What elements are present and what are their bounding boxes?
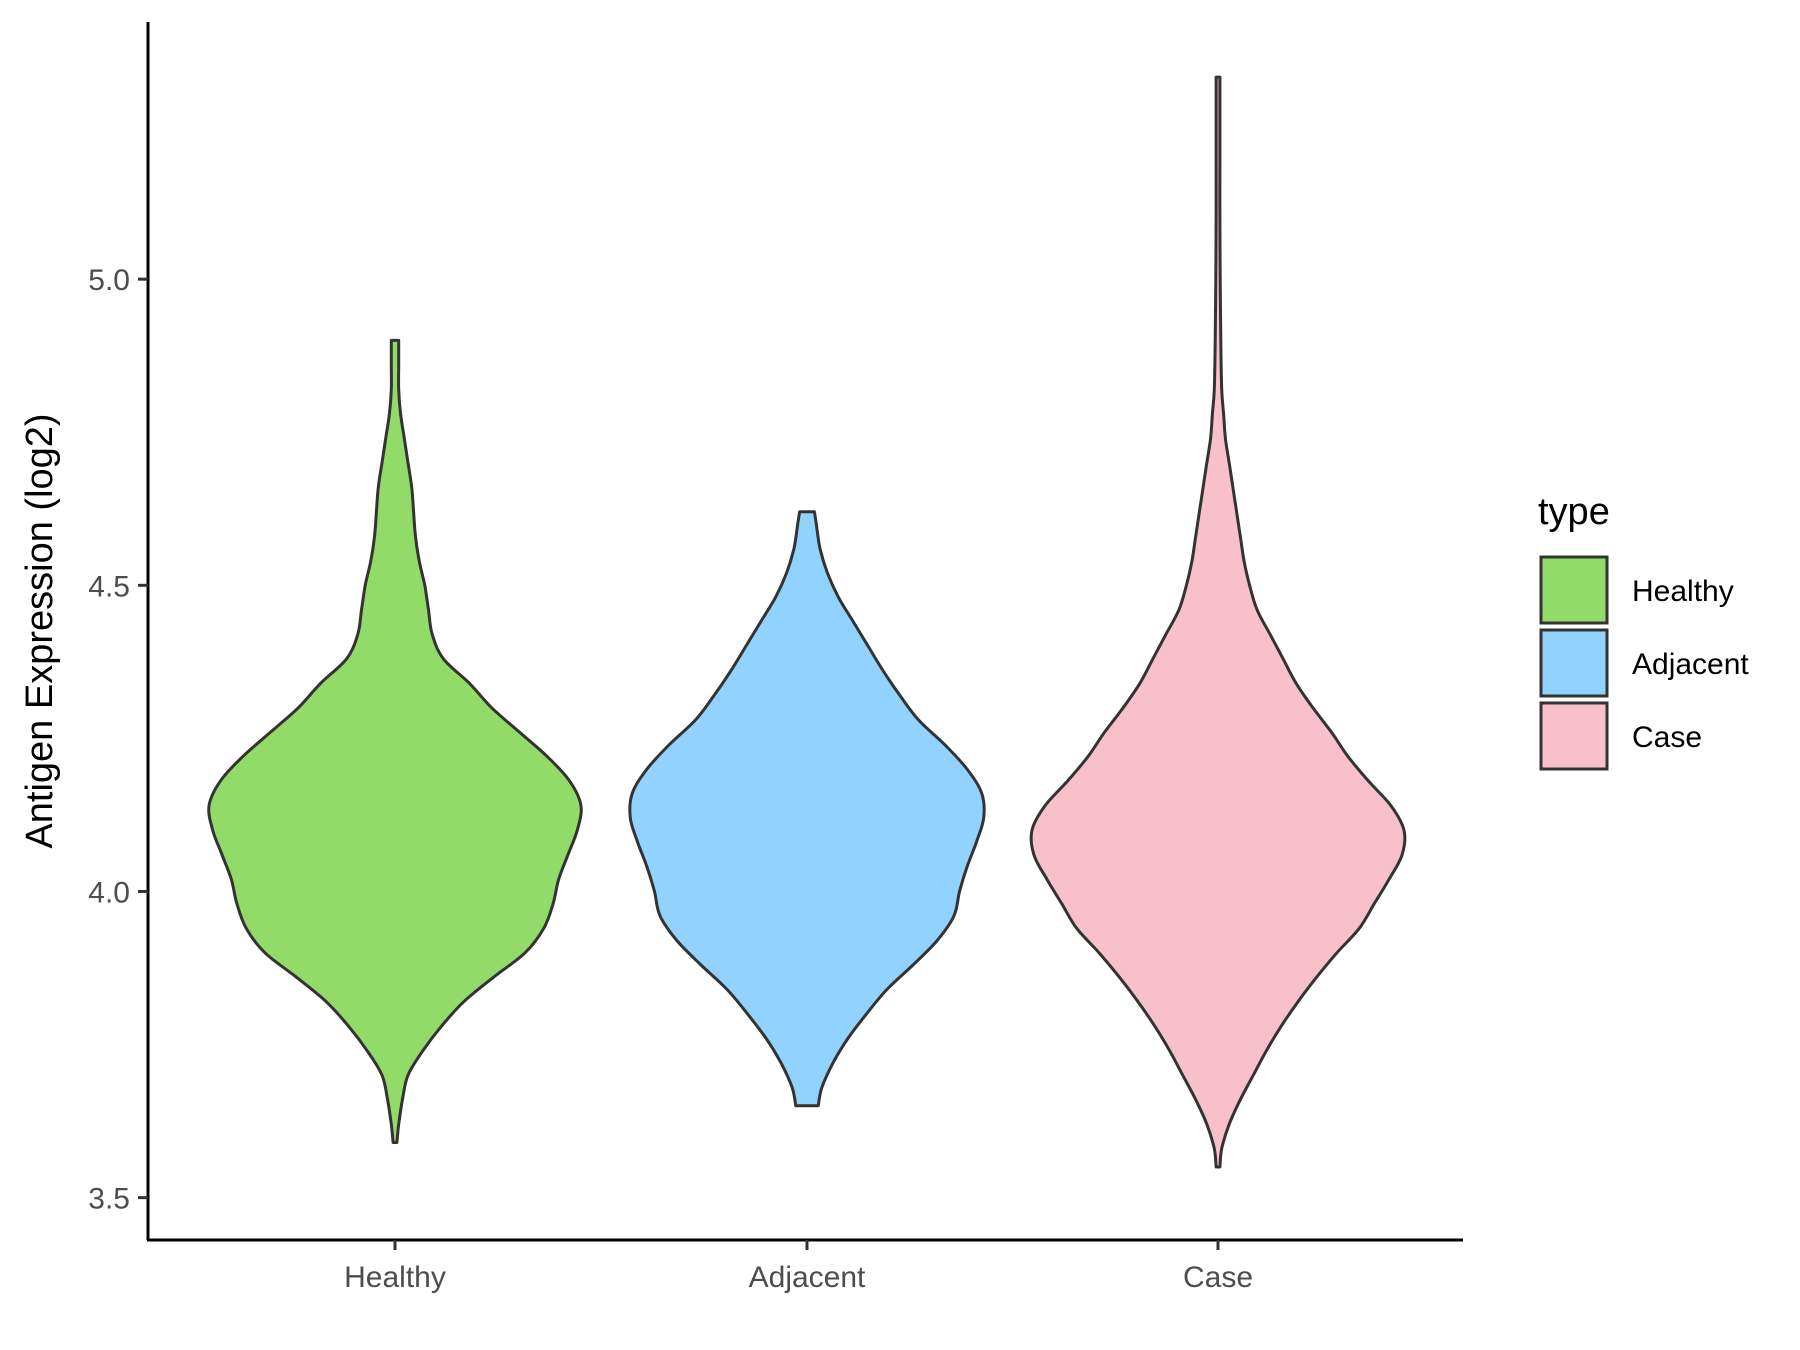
violin-case	[1029, 75, 1407, 1169]
x-tick-label: Case	[1183, 1261, 1253, 1294]
legend-key-adjacent	[1539, 628, 1609, 698]
y-tick-label: 4.5	[88, 570, 130, 603]
y-ticks: 3.5 4.0 4.5 5.0	[88, 264, 148, 1216]
y-tick-label: 5.0	[88, 264, 130, 297]
axes-layer	[146, 22, 1463, 1242]
x-tick-label: Healthy	[344, 1261, 446, 1294]
violin-adjacent	[628, 510, 986, 1108]
violin-healthy	[207, 338, 583, 1144]
legend-items: Healthy Adjacent Case	[1539, 555, 1749, 771]
legend: type Healthy Adjacent Case	[1538, 491, 1749, 771]
x-ticks: Healthy Adjacent Case	[344, 1240, 1253, 1294]
violins-layer	[207, 75, 1407, 1169]
legend-label-adjacent: Adjacent	[1632, 648, 1749, 681]
legend-label-case: Case	[1632, 721, 1702, 754]
y-tick-label: 4.0	[88, 876, 130, 909]
y-tick-label: 3.5	[88, 1183, 130, 1216]
legend-key-healthy	[1539, 555, 1609, 625]
legend-title: type	[1538, 491, 1610, 533]
legend-label-healthy: Healthy	[1632, 575, 1734, 608]
x-tick-label: Adjacent	[749, 1261, 866, 1294]
y-axis-title: Antigen Expression (log2)	[19, 413, 61, 848]
legend-key-case	[1539, 701, 1609, 771]
